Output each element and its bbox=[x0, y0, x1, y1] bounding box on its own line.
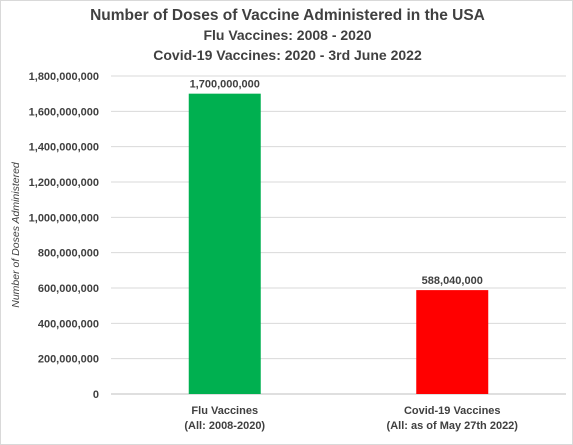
y-tick-label: 200,000,000 bbox=[38, 354, 99, 366]
y-axis-ticks: 0 200,000,000 400,000,000 600,000,000 800,00… bbox=[29, 71, 99, 401]
chart-title: Number of Doses of Vaccine Administered … bbox=[90, 7, 485, 24]
y-tick-label: 600,000,000 bbox=[38, 283, 99, 295]
gridlines bbox=[111, 75, 566, 395]
chart-subtitle-line-1: Flu Vaccines: 2008 - 2020 bbox=[203, 27, 372, 43]
bar-value-label: 588,040,000 bbox=[422, 275, 483, 287]
y-tick-label: 1,400,000,000 bbox=[29, 142, 99, 154]
y-axis-title: Number of Doses Administered bbox=[10, 161, 22, 308]
bar bbox=[188, 93, 261, 395]
data-labels: 1,700,000,000 588,040,000 bbox=[190, 79, 483, 287]
y-tick-label: 1,200,000,000 bbox=[29, 177, 99, 189]
x-category-label: Flu Vaccines bbox=[191, 405, 258, 417]
x-category-label: (All: as of May 27th 2022) bbox=[387, 420, 519, 432]
bars bbox=[188, 93, 489, 395]
x-category-label: Covid-19 Vaccines bbox=[404, 405, 501, 417]
x-category-label: (All: 2008-2020) bbox=[184, 420, 265, 432]
x-axis-categories: Flu Vaccines (All: 2008-2020) Covid-19 Vac… bbox=[184, 405, 518, 432]
y-tick-label: 800,000,000 bbox=[38, 248, 99, 260]
y-tick-label: 1,600,000,000 bbox=[29, 106, 99, 118]
y-tick-label: 0 bbox=[93, 389, 99, 401]
y-tick-label: 400,000,000 bbox=[38, 318, 99, 330]
bar-value-label: 1,700,000,000 bbox=[190, 79, 260, 91]
chart-subtitle-line-2: Covid-19 Vaccines: 2020 - 3rd June 2022 bbox=[153, 47, 422, 63]
bar bbox=[416, 290, 489, 394]
y-tick-label: 1,000,000,000 bbox=[29, 212, 99, 224]
y-tick-label: 1,800,000,000 bbox=[29, 71, 99, 83]
